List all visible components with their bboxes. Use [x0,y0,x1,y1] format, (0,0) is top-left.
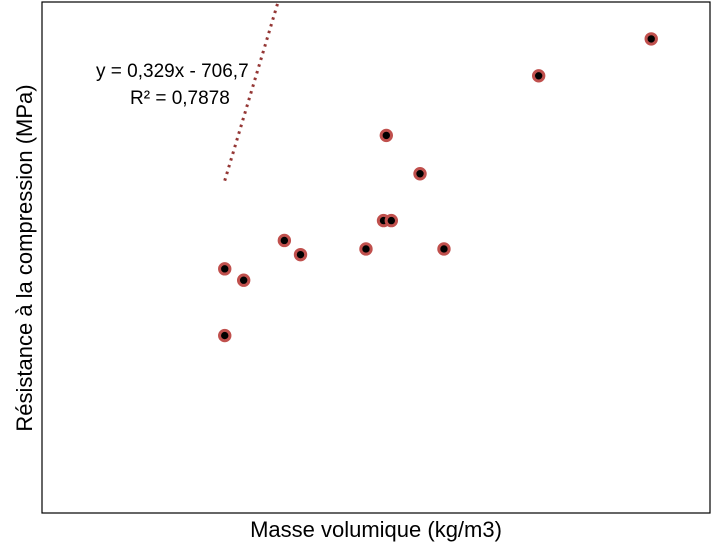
data-point-1 [218,328,232,343]
data-point-5 [293,247,308,262]
data-point-13 [644,32,658,46]
x-axis-title: Masse volumique (kg/m3) [250,517,502,542]
data-points [218,32,658,343]
data-point-3 [236,273,251,287]
plot-area-frame [41,1,711,514]
trendline-r-squared: R² = 0,7878 [130,88,230,109]
data-point-4 [277,233,292,248]
trendline-equation: y = 0,329x - 706,7 [96,61,249,82]
data-point-10 [413,167,427,181]
data-point-2 [218,262,232,276]
data-point-9 [379,128,394,143]
data-point-6 [359,242,373,256]
y-axis-title: Résistance à la compression (MPa) [12,84,37,431]
data-point-12 [531,69,546,83]
data-point-8 [384,213,399,228]
data-point-11 [437,242,451,256]
